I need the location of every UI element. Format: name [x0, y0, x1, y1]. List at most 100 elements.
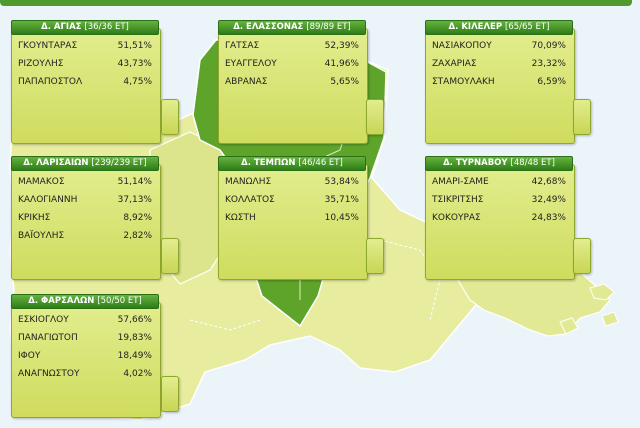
- municipality-panel-tyrnavou[interactable]: Δ. ΤΥΡΝΑΒΟΥ [48/48 ΕΤ] ΑΜΑΡΙ-ΣΑΜΕ 42,68% …: [425, 156, 575, 280]
- candidate-row: ΚΩΣΤΗ 10,45%: [225, 209, 359, 227]
- candidate-percent: 43,73%: [117, 59, 152, 69]
- map-dashed-boundary: [379, 239, 441, 321]
- stations-count: [48/48 ΕΤ]: [510, 158, 555, 168]
- candidate-percent: 70,09%: [531, 41, 566, 51]
- panel-header: Δ. ΤΕΜΠΩΝ [46/46 ΕΤ]: [218, 156, 366, 171]
- candidate-row: ΜΑΝΩΛΗΣ 53,84%: [225, 173, 359, 191]
- candidate-row: ΣΤΑΜΟΥΛΑΚΗ 6,59%: [432, 73, 566, 91]
- stations-count: [89/89 ΕΤ]: [306, 22, 351, 32]
- candidate-percent: 5,65%: [330, 77, 359, 87]
- candidate-name: ΠΑΠΑΠΟΣΤΟΛ: [18, 77, 83, 87]
- map-dashed-boundary: [189, 319, 261, 331]
- candidate-row: ΚΑΛΟΓΙΑΝΝΗ 37,13%: [18, 191, 152, 209]
- candidate-percent: 51,51%: [117, 41, 152, 51]
- stations-count: [36/36 ΕΤ]: [84, 22, 129, 32]
- candidate-name: ΑΒΡΑΝΑΣ: [225, 77, 268, 87]
- municipality-name: Δ. ΕΛΑΣΣΟΝΑΣ: [233, 22, 307, 32]
- candidate-name: ΚΟΛΛΑΤΟΣ: [225, 195, 275, 205]
- candidate-row: ΖΑΧΑΡΙΑΣ 23,32%: [432, 55, 566, 73]
- candidate-percent: 51,14%: [117, 177, 152, 187]
- candidate-percent: 18,49%: [117, 351, 152, 361]
- panel-tab-farsalon[interactable]: [161, 376, 179, 412]
- candidate-row: ΓΚΟΥΝΤΑΡΑΣ 51,51%: [18, 37, 152, 55]
- panel-header: Δ. ΤΥΡΝΑΒΟΥ [48/48 ΕΤ]: [425, 156, 573, 171]
- candidate-percent: 8,92%: [123, 213, 152, 223]
- candidate-percent: 57,66%: [117, 315, 152, 325]
- candidate-row: ΕΥΑΓΓΕΛΟΥ 41,96%: [225, 55, 359, 73]
- panel-tab-agias[interactable]: [161, 99, 179, 135]
- candidate-name: ΡΙΖΟΥΛΗΣ: [18, 59, 64, 69]
- municipality-name: Δ. ΚΙΛΕΛΕΡ: [448, 22, 506, 32]
- candidate-percent: 24,83%: [531, 213, 566, 223]
- panel-tab-kileler[interactable]: [573, 99, 591, 135]
- panel-header: Δ. ΑΓΙΑΣ [36/36 ΕΤ]: [11, 20, 159, 35]
- panel-tab-larisaion[interactable]: [161, 238, 179, 274]
- candidate-percent: 42,68%: [531, 177, 566, 187]
- candidate-row: ΤΣΙΚΡΙΤΣΗΣ 32,49%: [432, 191, 566, 209]
- candidate-name: ΒΑΪΟΥΛΗΣ: [18, 231, 65, 241]
- candidate-row: ΠΑΠΑΠΟΣΤΟΛ 4,75%: [18, 73, 152, 91]
- candidate-name: ΚΡΙΚΗΣ: [18, 213, 51, 223]
- candidate-row: ΝΑΣΙΑΚΟΠΟΥ 70,09%: [432, 37, 566, 55]
- candidate-name: ΕΣΚΙΟΓΛΟΥ: [18, 315, 69, 325]
- top-accent-bar: [0, 0, 632, 6]
- panel-tab-tempon[interactable]: [366, 238, 384, 274]
- candidate-name: ΓΑΤΣΑΣ: [225, 41, 260, 51]
- municipality-panel-farsalon[interactable]: Δ. ΦΑΡΣΑΛΩΝ [50/50 ΕΤ] ΕΣΚΙΟΓΛΟΥ 57,66% Π…: [11, 294, 161, 418]
- candidate-name: ΜΑΝΩΛΗΣ: [225, 177, 272, 187]
- candidate-row: ΠΑΝΑΓΙΩΤΟΠ 19,83%: [18, 329, 152, 347]
- candidate-name: ΠΑΝΑΓΙΩΤΟΠ: [18, 333, 78, 343]
- candidate-row: ΜΑΜΑΚΟΣ 51,14%: [18, 173, 152, 191]
- candidate-row: ΚΡΙΚΗΣ 8,92%: [18, 209, 152, 227]
- candidate-percent: 19,83%: [117, 333, 152, 343]
- candidate-name: ΙΦΟΥ: [18, 351, 41, 361]
- candidate-percent: 53,84%: [324, 177, 359, 187]
- candidate-row: ΚΟΛΛΑΤΟΣ 35,71%: [225, 191, 359, 209]
- candidate-percent: 37,13%: [117, 195, 152, 205]
- stations-count: [50/50 ΕΤ]: [97, 296, 142, 306]
- municipality-name: Δ. ΛΑΡΙΣΑΙΩΝ: [23, 158, 92, 168]
- candidate-row: ΒΑΪΟΥΛΗΣ 2,82%: [18, 227, 152, 245]
- map-island: [589, 283, 615, 301]
- candidate-row: ΑΜΑΡΙ-ΣΑΜΕ 42,68%: [432, 173, 566, 191]
- municipality-panel-kileler[interactable]: Δ. ΚΙΛΕΛΕΡ [65/65 ΕΤ] ΝΑΣΙΑΚΟΠΟΥ 70,09% Ζ…: [425, 20, 575, 144]
- municipality-panel-elassonas[interactable]: Δ. ΕΛΑΣΣΟΝΑΣ [89/89 ΕΤ] ΓΑΤΣΑΣ 52,39% ΕΥΑ…: [218, 20, 368, 144]
- candidate-percent: 2,82%: [123, 231, 152, 241]
- candidate-name: ΤΣΙΚΡΙΤΣΗΣ: [432, 195, 484, 205]
- municipality-panel-larisaion[interactable]: Δ. ΛΑΡΙΣΑΙΩΝ [239/239 ΕΤ] ΜΑΜΑΚΟΣ 51,14% …: [11, 156, 161, 280]
- map-island: [559, 317, 579, 335]
- candidate-name: ΜΑΜΑΚΟΣ: [18, 177, 65, 187]
- candidate-percent: 41,96%: [324, 59, 359, 69]
- candidate-name: ΓΚΟΥΝΤΑΡΑΣ: [18, 41, 78, 51]
- municipality-name: Δ. ΦΑΡΣΑΛΩΝ: [28, 296, 98, 306]
- municipality-panel-tempon[interactable]: Δ. ΤΕΜΠΩΝ [46/46 ΕΤ] ΜΑΝΩΛΗΣ 53,84% ΚΟΛΛΑ…: [218, 156, 368, 280]
- candidate-row: ΑΒΡΑΝΑΣ 5,65%: [225, 73, 359, 91]
- candidate-row: ΙΦΟΥ 18,49%: [18, 347, 152, 365]
- candidate-name: ΑΜΑΡΙ-ΣΑΜΕ: [432, 177, 489, 187]
- panel-header: Δ. ΕΛΑΣΣΟΝΑΣ [89/89 ΕΤ]: [218, 20, 366, 35]
- candidate-percent: 4,75%: [123, 77, 152, 87]
- candidate-name: ΚΩΣΤΗ: [225, 213, 256, 223]
- candidate-row: ΑΝΑΓΝΩΣΤΟΥ 4,02%: [18, 365, 152, 383]
- panel-tab-elassonas[interactable]: [366, 99, 384, 135]
- panel-tab-tyrnavou[interactable]: [573, 238, 591, 274]
- candidate-name: ΕΥΑΓΓΕΛΟΥ: [225, 59, 277, 69]
- municipality-name: Δ. ΤΕΜΠΩΝ: [241, 158, 299, 168]
- candidate-percent: 4,02%: [123, 369, 152, 379]
- stations-count: [65/65 ΕΤ]: [505, 22, 550, 32]
- candidate-name: ΝΑΣΙΑΚΟΠΟΥ: [432, 41, 492, 51]
- stations-count: [46/46 ΕΤ]: [298, 158, 343, 168]
- candidate-percent: 52,39%: [324, 41, 359, 51]
- candidate-percent: 32,49%: [531, 195, 566, 205]
- panel-header: Δ. ΦΑΡΣΑΛΩΝ [50/50 ΕΤ]: [11, 294, 159, 309]
- candidate-percent: 6,59%: [537, 77, 566, 87]
- candidate-name: ΑΝΑΓΝΩΣΤΟΥ: [18, 369, 80, 379]
- candidate-name: ΣΤΑΜΟΥΛΑΚΗ: [432, 77, 495, 87]
- candidate-percent: 23,32%: [531, 59, 566, 69]
- municipality-name: Δ. ΤΥΡΝΑΒΟΥ: [443, 158, 511, 168]
- candidate-percent: 35,71%: [324, 195, 359, 205]
- candidate-percent: 10,45%: [324, 213, 359, 223]
- municipality-panel-agias[interactable]: Δ. ΑΓΙΑΣ [36/36 ΕΤ] ΓΚΟΥΝΤΑΡΑΣ 51,51% ΡΙΖ…: [11, 20, 161, 144]
- candidate-row: ΚΟΚΟΥΡΑΣ 24,83%: [432, 209, 566, 227]
- candidate-name: ΚΟΚΟΥΡΑΣ: [432, 213, 481, 223]
